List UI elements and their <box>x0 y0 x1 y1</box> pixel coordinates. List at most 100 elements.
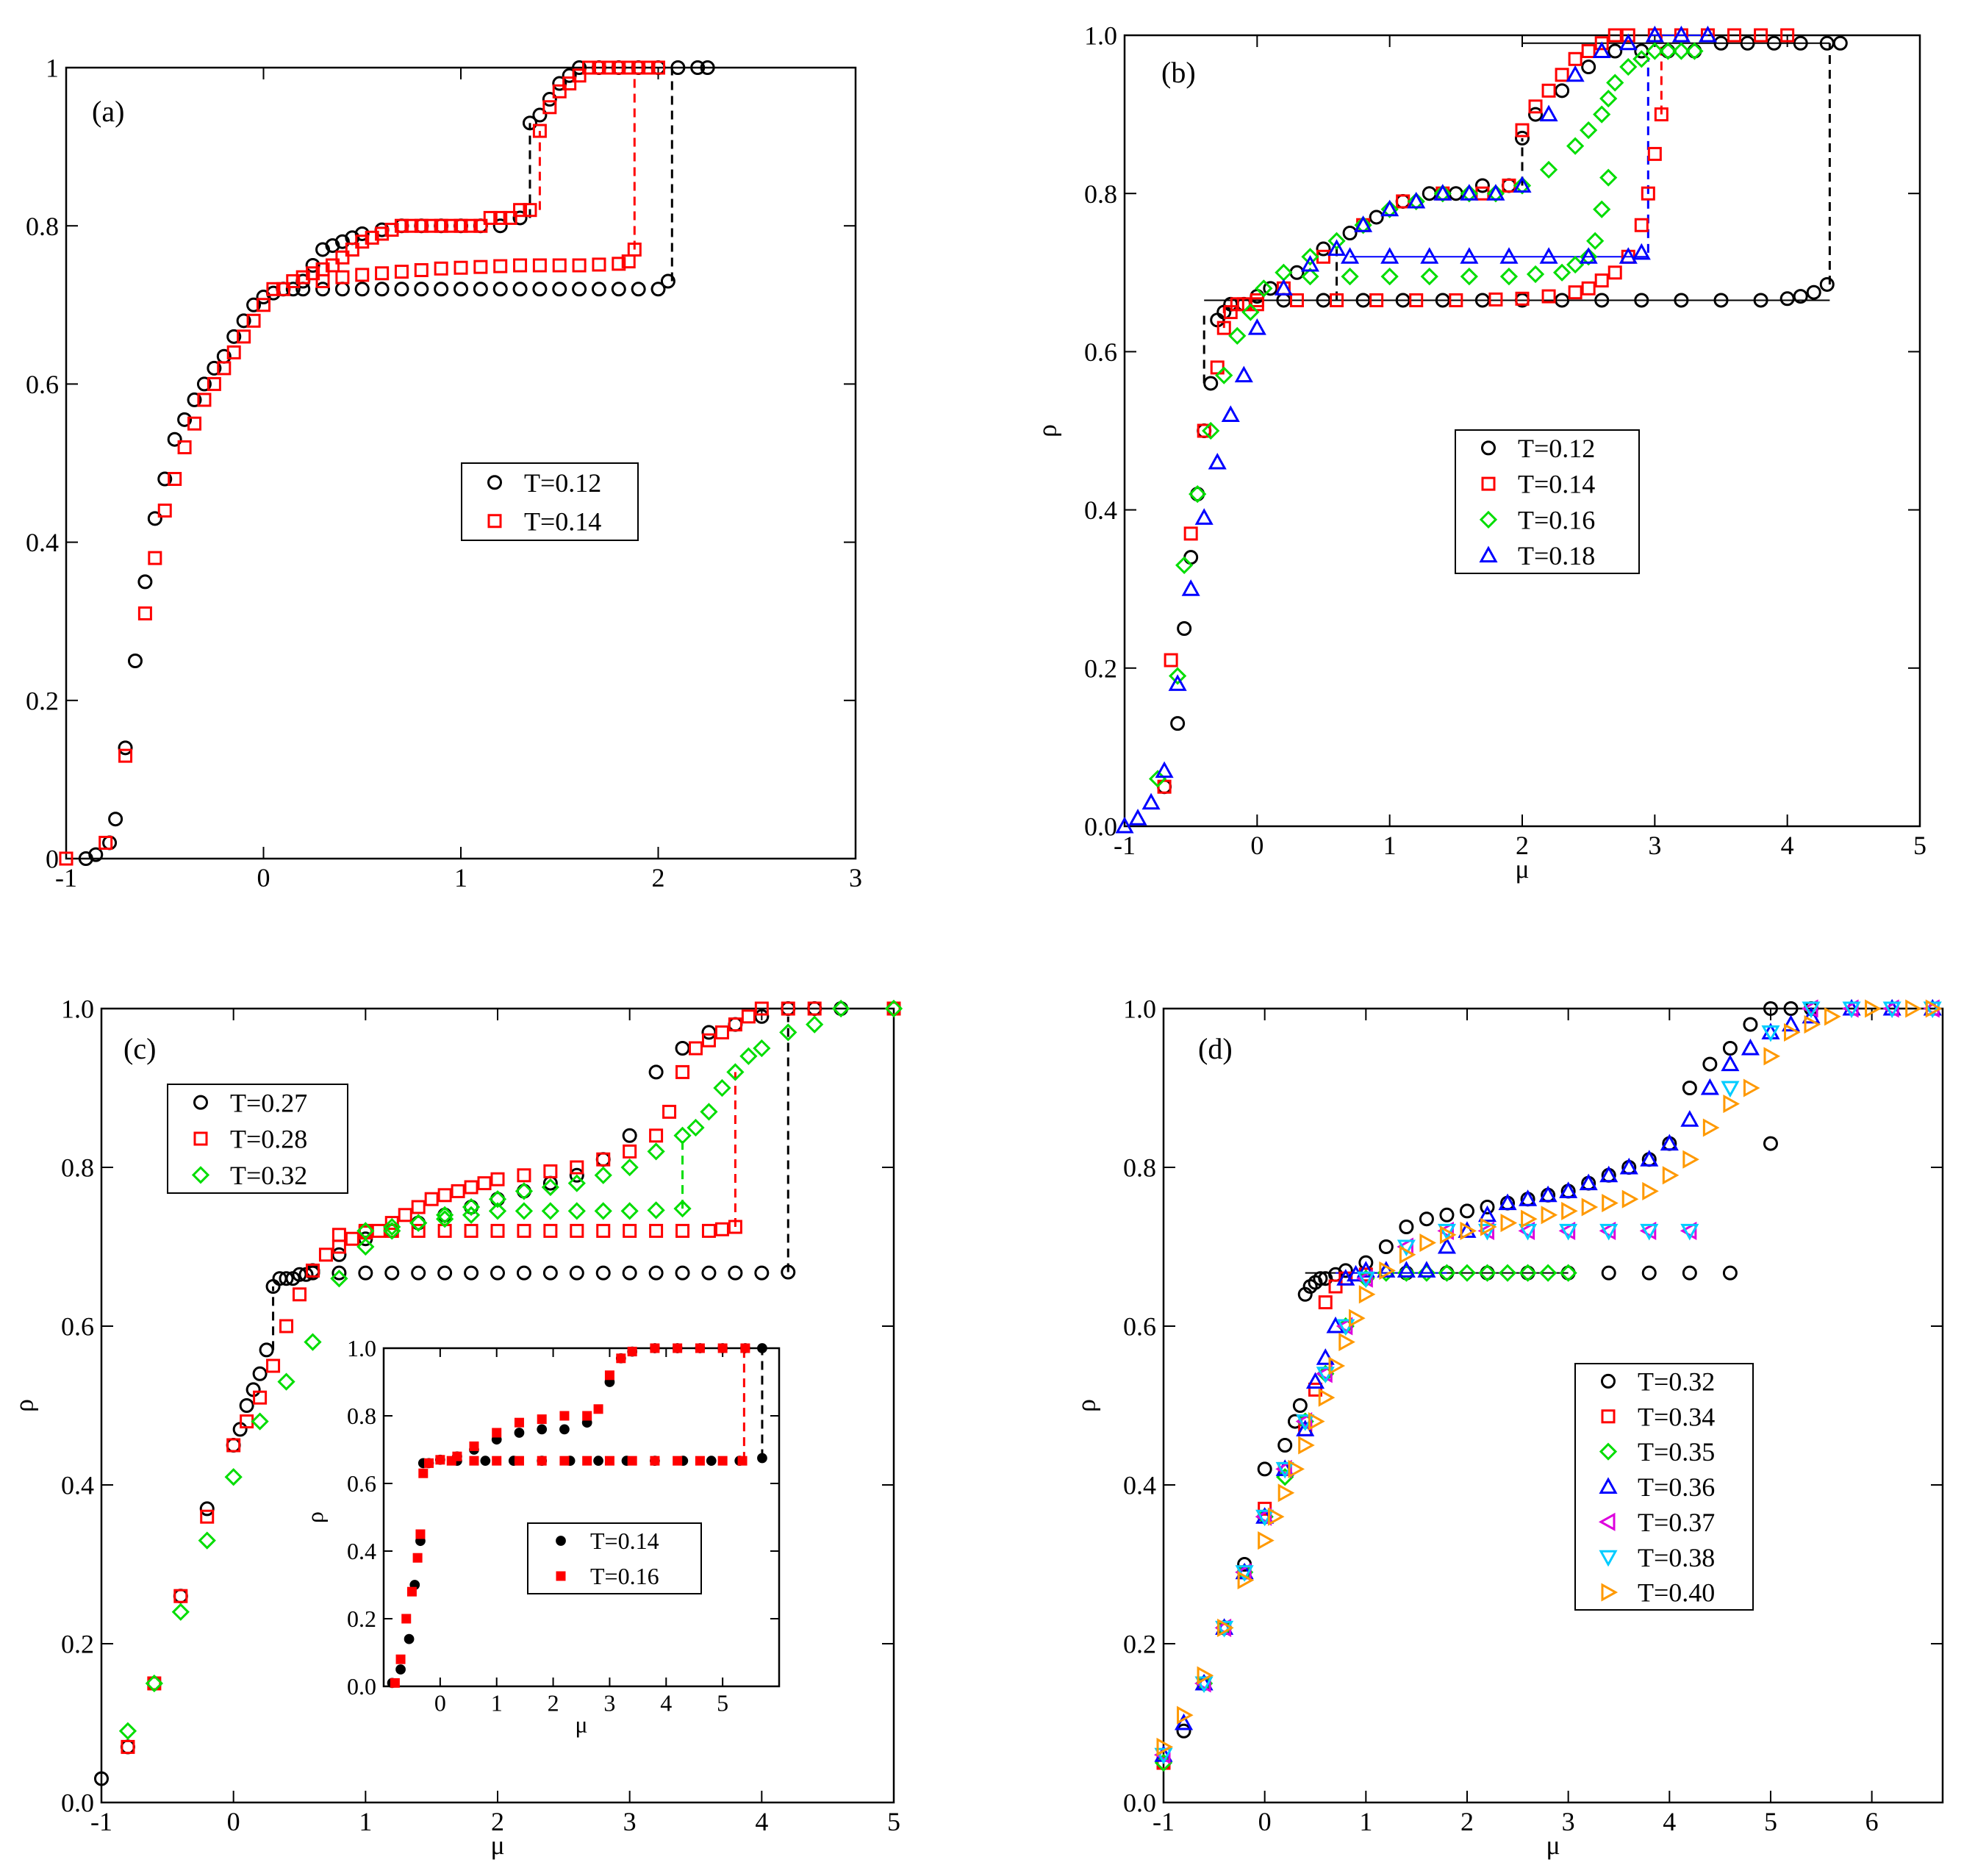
data-point <box>492 1428 502 1438</box>
data-point <box>701 1223 716 1238</box>
legend-label: T=0.32 <box>230 1161 307 1190</box>
data-point <box>1460 185 1478 203</box>
x-tick-label: 0 <box>227 1807 240 1836</box>
data-point <box>1519 1189 1538 1206</box>
data-point <box>490 1172 505 1186</box>
data-point <box>239 1398 254 1413</box>
y-tick-label: 0.8 <box>1084 179 1117 209</box>
data-point <box>454 218 468 233</box>
x-tick-label: 3 <box>1648 831 1661 860</box>
data-point <box>1477 1221 1495 1240</box>
data-point <box>118 748 133 763</box>
data-point <box>567 1174 586 1192</box>
data-point <box>473 259 488 274</box>
data-point <box>251 1412 269 1431</box>
data-point <box>424 218 439 233</box>
data-point <box>1555 83 1570 99</box>
data-point <box>542 100 557 115</box>
data-point <box>354 226 370 241</box>
data-point <box>648 1265 664 1281</box>
data-point <box>1645 25 1664 43</box>
data-point <box>1399 1220 1414 1234</box>
series-t-0-28 <box>121 1001 901 1754</box>
series-t-0-16 <box>446 1456 748 1466</box>
legend-marker <box>193 1095 208 1110</box>
data-point <box>1607 43 1623 59</box>
series-t-0-27 <box>305 1264 796 1281</box>
data-point <box>675 1265 690 1281</box>
data-point <box>469 1456 479 1466</box>
x-tick-label: 3 <box>1562 1807 1575 1836</box>
data-point <box>687 1118 705 1137</box>
data-point <box>1380 200 1399 218</box>
x-tick-label: 6 <box>1865 1807 1879 1836</box>
data-point <box>1593 105 1611 123</box>
data-point <box>477 1176 492 1191</box>
legend-box <box>461 462 639 541</box>
data-point <box>157 471 173 487</box>
data-point <box>562 76 577 91</box>
data-point <box>631 282 646 297</box>
data-point <box>717 1456 728 1466</box>
data-point <box>358 1265 373 1281</box>
data-point <box>436 1210 454 1228</box>
series-t-0-14 <box>1250 107 1668 307</box>
data-point <box>1640 1150 1659 1167</box>
data-point <box>1528 107 1544 122</box>
data-point <box>145 1674 163 1693</box>
legend-box <box>167 1084 348 1194</box>
data-point <box>559 1456 570 1466</box>
legend-label: T=0.16 <box>590 1563 659 1589</box>
y-tick-label: 0.4 <box>1123 1471 1156 1500</box>
y-tick-label: 0 <box>46 845 59 874</box>
data-point <box>1458 1221 1477 1238</box>
data-point <box>1641 1265 1657 1281</box>
y-tick-label: 0.4 <box>26 528 59 557</box>
x-tick-label: 2 <box>1460 1807 1474 1836</box>
data-point <box>884 999 903 1018</box>
data-point <box>411 1265 426 1281</box>
legend-marker <box>193 1131 208 1146</box>
x-tick-label: -1 <box>55 863 77 892</box>
data-point <box>325 258 340 273</box>
data-point <box>224 1468 243 1486</box>
data-point <box>1154 1747 1173 1765</box>
data-point <box>492 218 508 234</box>
data-point <box>401 1614 412 1624</box>
data-point <box>1356 1261 1375 1278</box>
data-point <box>1721 1054 1740 1072</box>
data-point <box>1539 160 1558 179</box>
y-tick-label: 0.6 <box>1084 337 1117 367</box>
data-point <box>1288 1459 1305 1478</box>
legend-marker <box>1601 1583 1619 1602</box>
data-point <box>1369 210 1384 225</box>
data-point <box>492 1456 502 1466</box>
y-tick-label: 1.0 <box>347 1335 376 1361</box>
data-point <box>1519 1264 1537 1282</box>
data-point <box>1480 1217 1497 1236</box>
data-point <box>1277 1438 1293 1453</box>
data-point <box>1237 1571 1255 1590</box>
data-point <box>1316 241 1331 257</box>
legend-marker <box>1599 1477 1618 1494</box>
data-point <box>1419 1211 1434 1227</box>
data-point <box>627 1456 637 1466</box>
data-point <box>383 1217 401 1236</box>
data-point <box>306 266 320 281</box>
data-point <box>1519 1223 1538 1241</box>
data-point <box>1177 1705 1194 1725</box>
data-point <box>601 60 616 75</box>
data-point <box>1460 247 1479 264</box>
data-point <box>1316 293 1331 308</box>
data-point <box>1741 1038 1760 1056</box>
y-tick-label: 0.2 <box>1123 1630 1156 1659</box>
data-point <box>207 376 221 391</box>
data-point <box>532 123 547 138</box>
data-point <box>1905 999 1922 1018</box>
data-point <box>374 282 390 297</box>
data-point <box>1793 289 1808 304</box>
data-point <box>572 282 587 297</box>
data-point <box>532 282 548 297</box>
series-t-0-18 <box>1115 25 1718 834</box>
x-axis-label: μ <box>1515 854 1529 884</box>
